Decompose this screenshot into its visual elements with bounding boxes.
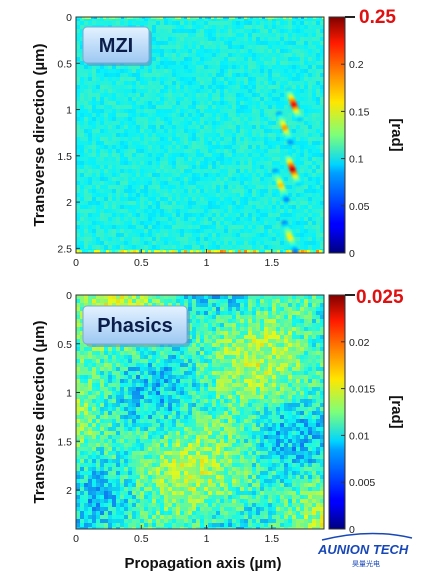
mzi-hotspot bbox=[272, 168, 290, 203]
watermark-brand: AUNION TECH bbox=[317, 542, 409, 557]
mzi-colorbar-max-label: 0.25 bbox=[359, 7, 396, 28]
y-tick-label: 1.5 bbox=[57, 436, 72, 448]
x-tick-label: 1.5 bbox=[264, 533, 279, 545]
colorbar-tick-label: 0.015 bbox=[349, 384, 375, 396]
y-tick-label: 0 bbox=[66, 12, 72, 24]
y-tick-label: 2 bbox=[66, 197, 72, 209]
y-tick-label: 2 bbox=[66, 485, 72, 497]
mzi-colorbar: 0 0.05 0.1 0.15 0.2 0.25 [rad] bbox=[328, 7, 405, 260]
colorbar-tick-label: 0.05 bbox=[349, 201, 370, 213]
phasics-plot-frame bbox=[75, 294, 325, 530]
x-tick-label: 0.5 bbox=[134, 533, 149, 545]
phasics-title-badge: Phasics bbox=[82, 305, 190, 347]
mzi-hotspot bbox=[276, 111, 294, 145]
mzi-colorbar-unit: [rad] bbox=[388, 118, 405, 151]
aunion-tech-watermark: AUNION TECH 昊量光电 bbox=[317, 532, 413, 568]
x-tick-label: 1 bbox=[204, 257, 210, 269]
phasics-colorbar: 0 0.005 0.01 0.015 0.02 0.025 [rad] bbox=[328, 287, 405, 536]
phasics-y-axis-label: Transverse direction (µm) bbox=[31, 321, 48, 504]
mzi-x-ticks: 0 0.5 1 1.5 bbox=[73, 249, 279, 269]
phasics-heatmap-texture bbox=[76, 295, 324, 529]
mzi-y-axis-label: Transverse direction (µm) bbox=[31, 44, 48, 227]
x-tick-label: 1.5 bbox=[264, 257, 279, 269]
colorbar-tick-label: 0 bbox=[349, 248, 355, 260]
mzi-title: MZI bbox=[99, 35, 133, 57]
mzi-hotspot bbox=[283, 153, 302, 187]
x-tick-label: 1 bbox=[204, 533, 210, 545]
y-tick-label: 1 bbox=[66, 388, 72, 400]
phasics-x-ticks: 0 0.5 1 1.5 bbox=[73, 525, 279, 545]
colorbar-tick-label: 0 bbox=[349, 524, 355, 536]
colorbar-tick-label: 0.005 bbox=[349, 477, 375, 489]
x-tick-label: 0.5 bbox=[134, 257, 149, 269]
colorbar-tick-label: 0.2 bbox=[349, 59, 364, 71]
colorbar-tick-label: 0.15 bbox=[349, 106, 370, 118]
mzi-hotspot bbox=[281, 220, 299, 253]
y-tick-label: 0.5 bbox=[57, 58, 72, 70]
y-tick-label: 1 bbox=[66, 105, 72, 117]
phasics-title: Phasics bbox=[97, 315, 173, 337]
phasics-colorbar-max-label: 0.025 bbox=[356, 287, 404, 308]
mzi-heatmap-texture bbox=[76, 17, 324, 253]
x-tick-label: 0 bbox=[73, 533, 79, 545]
colorbar-tick-label: 0.1 bbox=[349, 154, 364, 166]
colorbar-tick-label: 0.02 bbox=[349, 337, 370, 349]
mzi-hotspots bbox=[272, 88, 303, 253]
mzi-title-badge: MZI bbox=[82, 26, 152, 66]
phasics-y-ticks: 0 0.5 1 1.5 2 bbox=[57, 290, 80, 497]
watermark-sub: 昊量光电 bbox=[352, 559, 380, 568]
mzi-hotspot bbox=[285, 88, 303, 122]
mzi-panel: MZI 0 0.5 1 1.5 0 0.5 1 1.5 2 2.5 Transverse dir… bbox=[31, 7, 405, 269]
y-tick-label: 0.5 bbox=[57, 339, 72, 351]
phasics-colorbar-unit: [rad] bbox=[388, 395, 405, 428]
mzi-y-ticks: 0 0.5 1 1.5 2 2.5 bbox=[57, 12, 80, 255]
colorbar-tick-label: 0.01 bbox=[349, 430, 370, 442]
x-tick-label: 0 bbox=[73, 257, 79, 269]
y-tick-label: 1.5 bbox=[57, 151, 72, 163]
y-tick-label: 2.5 bbox=[57, 243, 72, 255]
mzi-plot-frame bbox=[75, 16, 325, 254]
phasics-panel: Phasics 0 0.5 1 1.5 0 0.5 1 1.5 2 Transverse di… bbox=[31, 287, 405, 572]
mzi-colorbar-gradient bbox=[328, 16, 346, 254]
phasics-colorbar-gradient bbox=[328, 294, 346, 530]
y-tick-label: 0 bbox=[66, 290, 72, 302]
phasics-x-axis-label: Propagation axis (µm) bbox=[124, 555, 281, 572]
